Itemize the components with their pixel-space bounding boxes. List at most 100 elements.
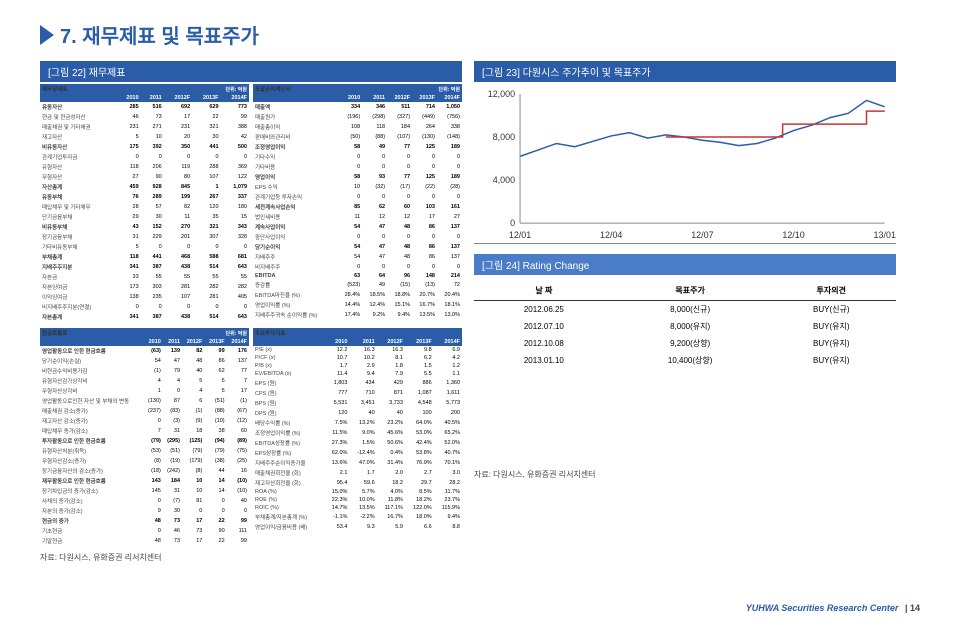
svg-text:4,000: 4,000 [493, 175, 515, 185]
table-row: 장기금융자산의 감소(증가)(18)(242)(8)4416 [40, 466, 249, 476]
table-row: DPS (원)1204040100200 [253, 408, 462, 418]
table-row: 지배주주54474886137 [253, 252, 462, 262]
kpi-table: 주요투자지표 201020112012F2013F2014F P/E (x)12… [253, 328, 462, 532]
is-title: 포괄손익계산서 [253, 84, 337, 94]
table-row: 매출액3343465117141,050 [253, 102, 462, 112]
table-row: 현금의 증가4873172299 [40, 516, 249, 526]
table-row: 기타비용00000 [253, 162, 462, 172]
table-row: 장기차입금의 증가(감소)145311014(10) [40, 486, 249, 496]
rating-change-table: 날 짜 목표주가 투자의견 2012.06.258,000(신규)BUY(신규)… [474, 281, 896, 369]
table-row: 영업이익589377125189 [253, 172, 462, 182]
svg-text:13/01: 13/01 [874, 230, 896, 240]
table-row: 기타비유동부채50000 [40, 242, 249, 252]
table-row: EBITDA636496148214 [253, 272, 462, 280]
table-row: 영업활동으로인한 자산 및 부채의 변동(130)876(51)(1) [40, 396, 249, 406]
price-chart: 12,0008,0004,000012/0112/0412/0712/1013/… [474, 84, 896, 244]
table-row: 유형자산118206119288369 [40, 162, 249, 172]
table-row: 이익잉여금138235107281405 [40, 292, 249, 302]
table-row: 당기순이익(손실)54474886137 [40, 356, 249, 366]
table-row: 세전계속사업손익856260103161 [253, 202, 462, 212]
table-row: 사채의 증가(감소)0(7)81040 [40, 496, 249, 506]
table-row: 법인세비용1112121727 [253, 212, 462, 222]
table-row: 판매비와관리비(50)(88)(107)(130)(148) [253, 132, 462, 142]
table-row: ROE (%)22.3%10.0%11.8%18.2%23.7% [253, 496, 462, 504]
page-footer: YUHWA Securities Research Center | 14 [746, 603, 920, 613]
table-row: 재고자산회전율 (회)95.459.618.229.728.2 [253, 478, 462, 488]
table-row: 비현금수익비용가감(1)79406277 [40, 366, 249, 376]
table-row: 조정영업이익584977125189 [253, 142, 462, 152]
table-row: 재무활동으로 인한 현금흐름1431841014(10) [40, 476, 249, 486]
table-row: 영업이익률 (%)14.4%12.4%15.1%16.7%18.1% [253, 300, 462, 310]
table-row: 매출채권회전율 (회)2.11.72.02.73.0 [253, 468, 462, 478]
table-row: 자본총계341387438514643 [40, 312, 249, 322]
svg-text:12/01: 12/01 [509, 230, 531, 240]
table-row: 비유동자산175392350441500 [40, 142, 249, 152]
table-row: 자산총계45992884511,079 [40, 182, 249, 192]
footer-page: 14 [910, 603, 920, 613]
table-row: EPS (원)1,8034344298861,360 [253, 378, 462, 388]
table-row: 매입채무 및 기타채무285782120180 [40, 202, 249, 212]
cashflow-table: 현금흐름표단위: 억원 201020112012F2013F2014F 영업활동… [40, 328, 249, 546]
table-row: 장기금융부채31229201307328 [40, 232, 249, 242]
svg-text:12/10: 12/10 [782, 230, 804, 240]
table-row: EBITDA성장률 (%)27.3%1.5%50.6%42.4%52.0% [253, 438, 462, 448]
table-row: 계속사업이익54474886137 [253, 222, 462, 232]
table-row: 현금 및 현금성자산4673172299 [40, 112, 249, 122]
table-row: 매입채무 증가(감소)731183860 [40, 426, 249, 436]
table-row: 관계기업등 투자손익00000 [253, 192, 462, 202]
table-row: 중단사업이익00000 [253, 232, 462, 242]
bs-title: 재무상태표 [40, 84, 117, 94]
table-row: 지배주주귀속 순이익률 (%)17.4%9.2%9.4%13.5%13.0% [253, 310, 462, 320]
table-row: EPS 수익10(32)(17)(22)(28) [253, 182, 462, 192]
table-row: 매출채권 및 기타채권231271231321388 [40, 122, 249, 132]
table-row: 유형자산처분(취득)(53)(51)(79)(79)(75) [40, 446, 249, 456]
rating-row: 2012.07.108,000(유지)BUY(유지) [474, 318, 896, 335]
table-row: 지배주주지분341387438514643 [40, 262, 249, 272]
bs-unit: 단위: 억원 [117, 84, 249, 94]
table-row: 투자활동으로 인한 현금흐름(79)(295)(125)(94)(89) [40, 436, 249, 446]
table-row: 지배주주순이익증가율13.6%47.0%31.4%76.9%70.1% [253, 458, 462, 468]
fig24-label: [그림 24] Rating Change [474, 254, 896, 275]
footer-brand: YUHWA Securities Research Center [746, 603, 899, 613]
table-row: 재고자산 감소(증가)0(3)(9)(10)(12) [40, 416, 249, 426]
table-row: P/B (x)1.72.91.81.51.2 [253, 362, 462, 370]
table-row: 매출총이익108118184264338 [253, 122, 462, 132]
rating-row: 2012.10.089,200(상향)BUY(유지) [474, 335, 896, 352]
table-row: CPS (원)7777108711,0871,611 [253, 388, 462, 398]
table-row: 배당수익률 (%)7.5%13.2%23.2%64.0%40.5% [253, 418, 462, 428]
rating-row: 2012.06.258,000(신규)BUY(신규) [474, 301, 896, 319]
table-row: 단기금융부채2930113515 [40, 212, 249, 222]
table-row: 기타수익00000 [253, 152, 462, 162]
table-row: 비지배주주지분(연결)00000 [40, 302, 249, 312]
table-row: ROA (%)15.0%5.7%4.0%8.5%11.7% [253, 488, 462, 496]
table-row: 매출채권 감소(증가)(237)(83)(1)(88)(67) [40, 406, 249, 416]
kpi-title: 주요투자지표 [253, 328, 325, 338]
title-text: 7. 재무제표 및 목표주가 [60, 20, 259, 49]
table-row: 무형자산상각비104517 [40, 386, 249, 396]
table-row: EBITDA마진율 (%)28.4%18.5%18.8%20.7%20.4% [253, 290, 462, 300]
svg-text:12/04: 12/04 [600, 230, 622, 240]
rating-col-opinion: 투자의견 [767, 281, 896, 301]
table-row: 유형자산감가상각비44557 [40, 376, 249, 386]
table-row: P/CF (x)10.710.28.16.24.2 [253, 354, 462, 362]
table-row: 부채총계/자본총계 (%)-1.1%-2.2%16.7%18.0%9.4% [253, 512, 462, 522]
svg-text:12/07: 12/07 [691, 230, 713, 240]
table-row: 무형자산279080107122 [40, 172, 249, 182]
table-row: 자본잉여금173303281282282 [40, 282, 249, 292]
table-row: EPS성장률 (%)62.0%-12.4%0.4%53.8%40.7% [253, 448, 462, 458]
svg-text:0: 0 [510, 218, 515, 228]
table-row: P/E (x)12.216.316.39.86.9 [253, 346, 462, 354]
source-left: 자료: 다원시스, 유화증권 리서치센터 [40, 552, 462, 563]
fig22-label: [그림 22] 재무제표 [40, 61, 462, 82]
table-row: 증감률(523)49(15)(13)72 [253, 280, 462, 290]
rating-col-date: 날 짜 [474, 281, 614, 301]
title-arrow-icon [40, 25, 54, 45]
table-row: ROIC (%)14.7%13.5%117.1%122.0%115.9% [253, 504, 462, 512]
table-row: 관계기업투자금00000 [40, 152, 249, 162]
table-row: 당기순이익54474886137 [253, 242, 462, 252]
section-title: 7. 재무제표 및 목표주가 [40, 20, 920, 49]
rating-row: 2013.01.1010,400(상향)BUY(유지) [474, 352, 896, 369]
table-row: 영업활동으로 인한 현금흐름(63)1398299176 [40, 346, 249, 356]
cf-unit: 단위: 억원 [144, 328, 249, 338]
table-row: 비지배주주00000 [253, 262, 462, 272]
